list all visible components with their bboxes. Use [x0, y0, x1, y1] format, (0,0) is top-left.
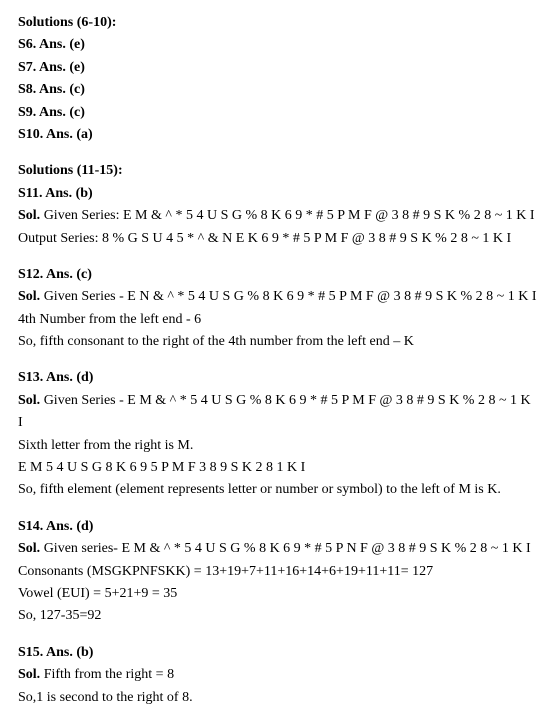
sol-label: Sol.: [18, 289, 40, 304]
spacer: [18, 628, 537, 642]
solution-s12-line2: 4th Number from the left end - 6: [18, 309, 537, 331]
sol-label: Sol.: [18, 208, 40, 223]
solution-s13-line2: Sixth letter from the right is M.: [18, 435, 537, 457]
solution-s13-line3: E M 5 4 U S G 8 K 6 9 5 P M F 3 8 9 S K …: [18, 457, 537, 479]
solution-s14-line2: Consonants (MSGKPNFSKK) = 13+19+7+11+16+…: [18, 561, 537, 583]
answer-s8: S8. Ans. (c): [18, 79, 537, 101]
solution-s14-line3: Vowel (EUI) = 5+21+9 = 35: [18, 583, 537, 605]
answer-s11: S11. Ans. (b): [18, 183, 537, 205]
given-series: Given Series - E N & ^ * 5 4 U S G % 8 K…: [40, 289, 536, 304]
sol-label: Sol.: [18, 393, 40, 408]
solution-s13-line1: Sol. Given Series - E M & ^ * 5 4 U S G …: [18, 390, 537, 435]
header-11-15: Solutions (11-15):: [18, 160, 537, 182]
answer-s9: S9. Ans. (c): [18, 102, 537, 124]
answer-s10: S10. Ans. (a): [18, 124, 537, 146]
solution-s15-line1: Sol. Fifth from the right = 8: [18, 664, 537, 686]
sol-label: Sol.: [18, 667, 40, 682]
spacer: [18, 502, 537, 516]
solution-s12-line3: So, fifth consonant to the right of the …: [18, 331, 537, 353]
solution-s11-line2: Output Series: 8 % G S U 4 5 * ^ & N E K…: [18, 228, 537, 250]
solution-s12-line1: Sol. Given Series - E N & ^ * 5 4 U S G …: [18, 286, 537, 308]
solution-s11-line1: Sol. Given Series: E M & ^ * 5 4 U S G %…: [18, 205, 537, 227]
spacer: [18, 250, 537, 264]
answer-s14: S14. Ans. (d): [18, 516, 537, 538]
answer-s6: S6. Ans. (e): [18, 34, 537, 56]
solutions-document: Solutions (6-10): S6. Ans. (e) S7. Ans. …: [0, 0, 555, 721]
given-series: Given Series: E M & ^ * 5 4 U S G % 8 K …: [40, 208, 534, 223]
solution-s14-line1: Sol. Given series- E M & ^ * 5 4 U S G %…: [18, 538, 537, 560]
given-series: Given Series - E M & ^ * 5 4 U S G % 8 K…: [18, 393, 531, 430]
solution-s15-line2: So,1 is second to the right of 8.: [18, 687, 537, 709]
answer-s7: S7. Ans. (e): [18, 57, 537, 79]
answer-s13: S13. Ans. (d): [18, 367, 537, 389]
spacer: [18, 146, 537, 160]
solution-s13-line4: So, fifth element (element represents le…: [18, 479, 537, 501]
sol-label: Sol.: [18, 541, 40, 556]
given-text: Fifth from the right = 8: [40, 667, 174, 682]
given-series: Given series- E M & ^ * 5 4 U S G % 8 K …: [40, 541, 530, 556]
solution-s14-line4: So, 127-35=92: [18, 605, 537, 627]
answer-s15: S15. Ans. (b): [18, 642, 537, 664]
header-6-10: Solutions (6-10):: [18, 12, 537, 34]
answer-s12: S12. Ans. (c): [18, 264, 537, 286]
spacer: [18, 353, 537, 367]
